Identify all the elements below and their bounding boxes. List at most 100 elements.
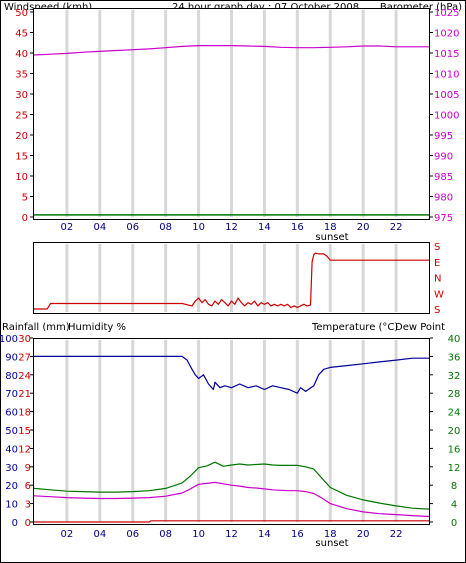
temp-tick-20: 20 xyxy=(448,426,461,437)
wind-tick-10: 10 xyxy=(15,172,28,183)
x-tick-bottom-10: 10 xyxy=(192,529,205,540)
grid-layer xyxy=(65,10,398,522)
temp-tick-0: 0 xyxy=(451,518,457,529)
x-tick-top-20: 20 xyxy=(357,222,370,233)
x-tick-top-14: 14 xyxy=(258,222,271,233)
x-tick-bottom-02: 02 xyxy=(61,529,74,540)
rain-tick-21: 21 xyxy=(18,389,31,400)
baro-tick-1005: 1005 xyxy=(434,90,459,101)
windspeed-axis-label: Windspeed (kmh) xyxy=(4,2,92,13)
x-tick-bottom-22: 22 xyxy=(390,529,403,540)
temperature-axis-label: Temperature (°C) xyxy=(311,322,398,333)
hum-tick-0: 0 xyxy=(12,518,18,529)
hum-tick-20: 20 xyxy=(5,481,18,492)
baro-tick-990: 990 xyxy=(434,152,453,163)
wind-tick-40: 40 xyxy=(15,49,28,60)
x-tick-bottom-12: 12 xyxy=(225,529,238,540)
temp-tick-36: 36 xyxy=(448,352,461,363)
wind-tick-15: 15 xyxy=(15,152,28,163)
baro-tick-980: 980 xyxy=(434,193,453,204)
baro-tick-995: 995 xyxy=(434,131,453,142)
dir-tick-2: N xyxy=(434,274,441,285)
temp-tick-12: 12 xyxy=(448,463,461,474)
rainfall-axis-label: Rainfall (mm) xyxy=(2,322,70,333)
sunset-label-top: sunset xyxy=(315,232,348,243)
dir-tick-3: W xyxy=(434,289,444,300)
hum-tick-50: 50 xyxy=(5,426,18,437)
hum-tick-30: 30 xyxy=(5,463,18,474)
rain-tick-30: 30 xyxy=(18,334,31,345)
hum-tick-40: 40 xyxy=(5,444,18,455)
dir-tick-1: E xyxy=(434,258,440,269)
baro-tick-975: 975 xyxy=(434,213,453,224)
hum-tick-10: 10 xyxy=(5,500,18,511)
x-tick-bottom-14: 14 xyxy=(258,529,271,540)
x-tick-top-18: 18 xyxy=(324,222,337,233)
baro-tick-1015: 1015 xyxy=(434,49,459,60)
wind-tick-45: 45 xyxy=(15,29,28,40)
dewpoint-line xyxy=(33,481,430,518)
temp-tick-4: 4 xyxy=(451,500,457,511)
rain-tick-27: 27 xyxy=(18,352,31,363)
series-layer xyxy=(33,44,430,523)
x-tick-top-06: 06 xyxy=(126,222,139,233)
temp-tick-40: 40 xyxy=(448,334,461,345)
hum-tick-70: 70 xyxy=(5,389,18,400)
temp-tick-28: 28 xyxy=(448,389,461,400)
humidity-line xyxy=(34,355,429,394)
x-tick-top-12: 12 xyxy=(225,222,238,233)
hum-tick-100: 100 xyxy=(0,334,18,345)
wind-tick-20: 20 xyxy=(15,131,28,142)
x-tick-bottom-08: 08 xyxy=(159,529,172,540)
hum-tick-90: 90 xyxy=(5,352,18,363)
hum-tick-60: 60 xyxy=(5,408,18,419)
x-tick-bottom-18: 18 xyxy=(324,529,337,540)
x-tick-top-10: 10 xyxy=(192,222,205,233)
barometer-axis-label: Barometer (hPa) xyxy=(380,2,462,13)
rainfall-line xyxy=(34,520,429,523)
x-tick-bottom-06: 06 xyxy=(126,529,139,540)
wind-tick-50: 50 xyxy=(15,8,28,19)
baro-tick-985: 985 xyxy=(434,172,453,183)
x-tick-bottom-04: 04 xyxy=(93,529,106,540)
wind-tick-25: 25 xyxy=(15,111,28,122)
dewpoint-axis-label: Dew Point xyxy=(395,322,445,333)
wind-tick-30: 30 xyxy=(15,90,28,101)
dir-tick-4: S xyxy=(434,305,440,316)
x-tick-bottom-20: 20 xyxy=(357,529,370,540)
x-tick-top-22: 22 xyxy=(390,222,403,233)
rain-tick-3: 3 xyxy=(25,500,31,511)
wind-tick-35: 35 xyxy=(15,70,28,81)
x-tick-top-02: 02 xyxy=(61,222,74,233)
x-tick-top-08: 08 xyxy=(159,222,172,233)
x-tick-bottom-16: 16 xyxy=(291,529,304,540)
humidity-axis-label: Humidity % xyxy=(68,322,126,333)
wind-tick-5: 5 xyxy=(22,193,28,204)
temp-tick-32: 32 xyxy=(448,371,461,382)
baro-tick-1020: 1020 xyxy=(434,29,459,40)
rain-tick-0: 0 xyxy=(25,518,31,529)
barometer-line xyxy=(33,44,429,56)
temp-tick-16: 16 xyxy=(448,444,461,455)
baro-tick-1025: 1025 xyxy=(434,8,459,19)
hum-tick-80: 80 xyxy=(5,371,18,382)
wind-direction-line xyxy=(34,252,429,310)
x-tick-top-16: 16 xyxy=(291,222,304,233)
axis-layer: 0202040406060808101012121414161618182020… xyxy=(0,8,460,540)
rain-tick-6: 6 xyxy=(25,481,31,492)
wind-tick-0: 0 xyxy=(22,213,28,224)
x-tick-top-04: 04 xyxy=(93,222,106,233)
dir-tick-0: S xyxy=(434,242,440,253)
temp-tick-8: 8 xyxy=(451,481,457,492)
baro-tick-1010: 1010 xyxy=(434,70,459,81)
rain-tick-15: 15 xyxy=(18,426,31,437)
sunset-label-bottom: sunset xyxy=(315,538,348,549)
temp-tick-24: 24 xyxy=(448,408,461,419)
baro-tick-1000: 1000 xyxy=(434,111,459,122)
rain-tick-9: 9 xyxy=(25,463,31,474)
rain-tick-18: 18 xyxy=(18,408,31,419)
temperature-line xyxy=(33,461,430,510)
rain-tick-24: 24 xyxy=(18,371,31,382)
page-title: 24 hour graph day : 07 October 2008 xyxy=(172,2,359,13)
